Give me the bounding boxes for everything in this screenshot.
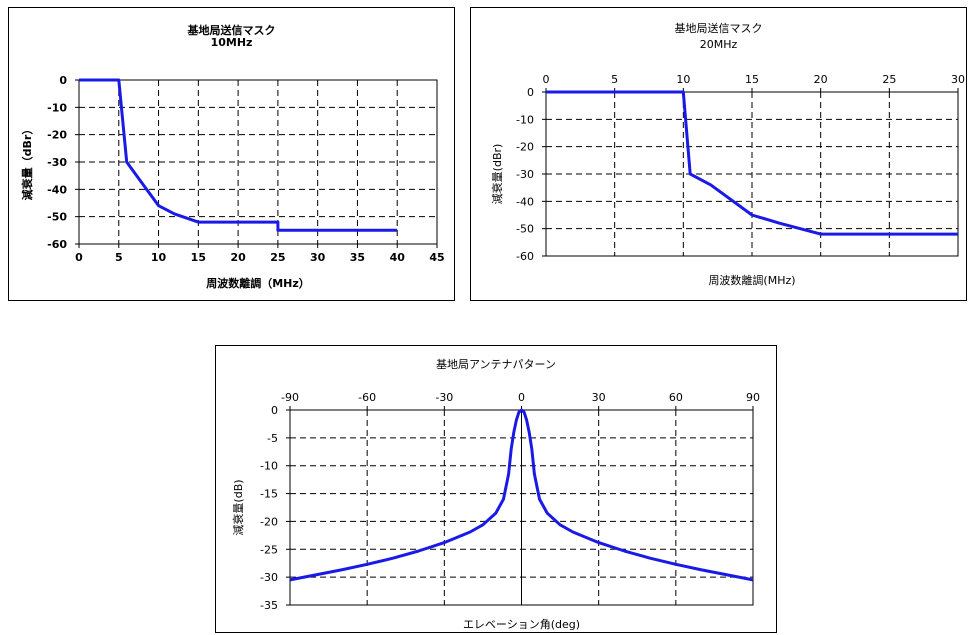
series-line: [546, 90, 958, 236]
x-tick-label: 60: [669, 391, 683, 404]
y-axis-label: 減衰量（dBr）: [20, 124, 34, 201]
x-tick-label: -30: [435, 391, 453, 404]
x-tick-label: -90: [281, 391, 299, 404]
chart-10mhz: 0 5 10 15 20 25 30 35 40 45 0 -10 -20 -30 -40 -50 -60 基地局…: [20, 23, 445, 290]
y-tick-label: -40: [516, 195, 534, 208]
x-tick-label: 25: [270, 251, 285, 264]
x-tick-label: 15: [191, 251, 206, 264]
x-tick-label: 30: [951, 73, 965, 86]
x-tick-label: 0: [543, 73, 550, 86]
y-tick-label: -40: [47, 183, 67, 196]
chart-title: 基地局送信マスク: [187, 23, 276, 37]
x-tick-label: 30: [310, 251, 326, 264]
y-axis-label: 減衰量(dBr): [490, 144, 504, 205]
x-axis-label: 周波数離調（MHz）: [206, 276, 310, 290]
y-tick-label: -20: [260, 515, 278, 528]
x-tick-label: 90: [746, 391, 760, 404]
x-tick-label: 20: [230, 251, 246, 264]
x-tick-label: 5: [115, 251, 123, 264]
x-tick-label: 35: [350, 251, 365, 264]
y-tick-label: -10: [516, 113, 534, 126]
x-tick-label: 45: [429, 251, 444, 264]
chart-panel-10mhz: 0 5 10 15 20 25 30 35 40 45 0 -10 -20 -30 -40 -50 -60 基地局…: [8, 7, 455, 301]
chart-subtitle: 20MHz: [700, 38, 738, 51]
y-tick-label: -35: [260, 599, 278, 612]
chart-panel-antenna: -90 -60 -30 0 30 60 90 0 -5 -10 -15 -20 -25 -30 -35 基地局…: [215, 345, 777, 633]
x-tick-label: 15: [745, 73, 759, 86]
series-line: [289, 408, 754, 582]
x-tick-label: 40: [390, 251, 406, 264]
y-tick-label: -10: [47, 101, 67, 114]
chart-title: 基地局送信マスク: [675, 21, 763, 35]
x-axis-label: 周波数離調(MHz): [708, 273, 795, 287]
x-tick-label: 10: [151, 251, 167, 264]
chart-antenna-pattern: -90 -60 -30 0 30 60 90 0 -5 -10 -15 -20 -25 -30 -35 基地局…: [231, 358, 760, 631]
chart-title: 基地局アンテナパターン: [436, 358, 556, 371]
x-tick-label: 20: [814, 73, 828, 86]
y-tick-label: -60: [516, 250, 534, 263]
x-tick-label: 5: [611, 73, 618, 86]
y-tick-label: -30: [260, 571, 278, 584]
x-tick-label: 25: [882, 73, 896, 86]
y-tick-label: -30: [516, 168, 534, 181]
y-tick-label: 0: [527, 86, 534, 99]
y-axis-label: 減衰量(dB): [231, 479, 245, 535]
x-tick-label: 0: [75, 251, 83, 264]
y-tick-label: -25: [260, 543, 278, 556]
x-axis-label: エレベーション角(deg): [463, 618, 580, 631]
x-tick-label: 30: [592, 391, 606, 404]
x-tick-label: -60: [358, 391, 376, 404]
y-tick-label: 0: [271, 404, 278, 417]
chart-panel-20mhz: 0 5 10 15 20 25 30 0 -10 -20 -30 -40 -50 -60 基地局送信マスク 2…: [470, 7, 967, 301]
y-tick-label: 0: [59, 74, 67, 87]
y-tick-label: -15: [260, 488, 278, 501]
y-tick-label: -20: [516, 141, 534, 154]
y-tick-label: -30: [47, 156, 67, 169]
y-tick-label: -60: [47, 238, 67, 251]
y-tick-label: -20: [47, 129, 67, 142]
x-tick-label: 10: [676, 73, 690, 86]
y-tick-label: -10: [260, 460, 278, 473]
y-tick-label: -5: [267, 432, 278, 445]
y-tick-label: -50: [47, 211, 67, 224]
chart-20mhz: 0 5 10 15 20 25 30 0 -10 -20 -30 -40 -50 -60 基地局送信マスク 2…: [490, 21, 965, 287]
y-tick-label: -50: [516, 223, 534, 236]
plot-area: [78, 79, 438, 245]
series-line: [79, 78, 398, 232]
x-tick-label: 0: [518, 391, 525, 404]
chart-subtitle: 10MHz: [211, 36, 253, 49]
